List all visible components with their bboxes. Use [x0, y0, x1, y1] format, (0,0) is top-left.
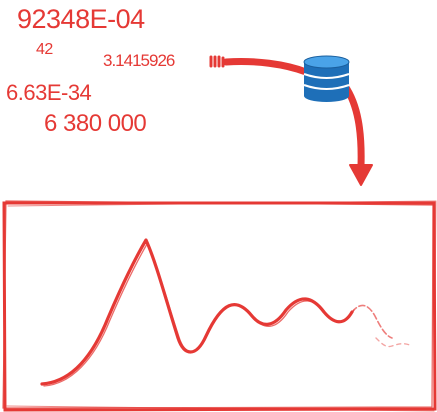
number-label: 3.1415926 [103, 51, 175, 70]
number-label: 42 [36, 41, 53, 58]
chart-frame [2, 200, 437, 412]
arrow-tail-dashes [209, 55, 225, 68]
number-label: 6.63E-34 [6, 80, 92, 105]
arrow-to-database [222, 58, 310, 76]
arrow-head-icon [349, 164, 373, 186]
database-icon [303, 55, 350, 102]
number-label: 92348E-04 [17, 4, 145, 34]
number-label: 6 380 000 [44, 110, 147, 137]
signal-curve [40, 238, 413, 387]
